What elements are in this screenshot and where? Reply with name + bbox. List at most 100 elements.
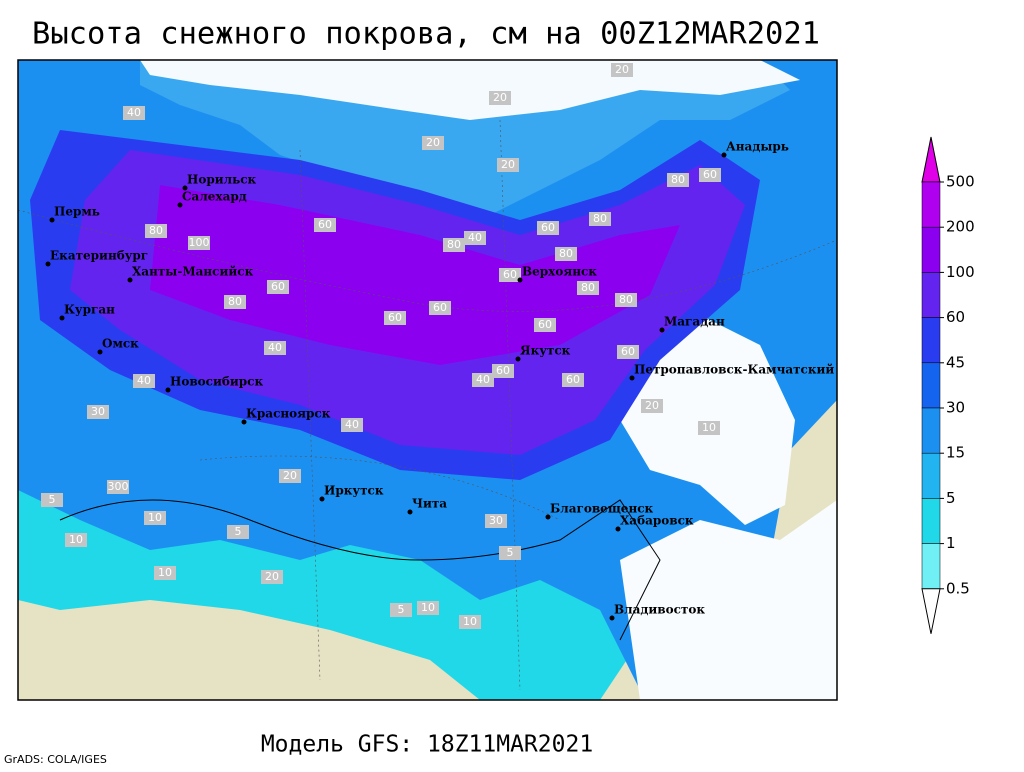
contour-label-box: [667, 173, 689, 187]
city-label: Иркутск: [324, 484, 384, 498]
colorbar-label: 200: [946, 218, 975, 236]
contour-label-box: [472, 373, 494, 387]
city-label: Владивосток: [614, 603, 705, 617]
title: Высота снежного покрова, см на 00Z12MAR2…: [32, 17, 820, 52]
contour-label-box: [107, 480, 129, 494]
contour-label: 30: [489, 514, 503, 527]
contour-label-box: [188, 236, 210, 250]
contour-label-box: [261, 570, 283, 584]
contour-label: 60: [538, 318, 552, 331]
city-marker: [659, 327, 665, 333]
contour-label: 10: [702, 421, 716, 434]
contour-label: 20: [265, 570, 279, 583]
contour-label: 60: [566, 373, 580, 386]
city-label: Красноярск: [246, 407, 331, 421]
contour-label-box: [145, 224, 167, 238]
footer: Модель GFS: 18Z11MAR2021: [261, 732, 593, 758]
contour-label: 60: [318, 218, 332, 231]
city-label: Курган: [64, 303, 115, 317]
contour-label: 100: [189, 236, 210, 249]
colorbar-segment: [921, 362, 941, 409]
city-marker: [517, 277, 523, 283]
contour-label-box: [314, 218, 336, 232]
contour-label: 80: [228, 295, 242, 308]
colorbar-segment: [921, 498, 941, 544]
contour-label-box: [562, 373, 584, 387]
contour-label: 80: [671, 173, 685, 186]
contour-label: 60: [541, 221, 555, 234]
contour-label: 20: [426, 136, 440, 149]
contour-label-box: [429, 301, 451, 315]
city-label: Петропавловск-Камчатский: [634, 363, 834, 377]
contour-label: 20: [283, 469, 297, 482]
contour-label: 20: [615, 63, 629, 76]
contour-label-box: [699, 168, 721, 182]
contour-label: 40: [268, 341, 282, 354]
colorbar-segment: [921, 543, 941, 590]
graticule: [18, 119, 837, 691]
contour-label: 80: [447, 238, 461, 251]
contour-label-box: [264, 341, 286, 355]
contour-label: 40: [137, 374, 151, 387]
city-label: Благовещенск: [550, 502, 654, 516]
city-label: Анадырь: [726, 140, 789, 154]
contour-label: 60: [703, 168, 717, 181]
city-marker: [59, 315, 65, 321]
city-label: Норильск: [187, 173, 257, 187]
contour-label-box: [497, 158, 519, 172]
contour-label-box: [279, 469, 301, 483]
colorbar-label: 30: [946, 399, 965, 417]
city-label: Хабаровск: [620, 514, 694, 528]
city-label: Чита: [412, 497, 447, 511]
contour-label: 5: [398, 603, 405, 616]
contour-label: 20: [493, 91, 507, 104]
contour-label: 20: [501, 158, 515, 171]
colorbar-label: 45: [946, 353, 965, 371]
contour-label-box: [267, 280, 289, 294]
contour-label: 300: [108, 480, 129, 493]
contour-label-box: [87, 405, 109, 419]
contour-label-box: [611, 63, 633, 77]
contour-label: 60: [503, 268, 517, 281]
city-marker: [182, 185, 188, 191]
contour-label: 5: [235, 525, 242, 538]
contour-label: 40: [468, 231, 482, 244]
contour-label: 10: [463, 615, 477, 628]
city-marker: [49, 217, 55, 223]
contour-label-box: [443, 238, 465, 252]
contour-label-box: [589, 212, 611, 226]
city-marker: [97, 349, 103, 355]
colorbar-cap: [921, 136, 941, 183]
city-marker: [609, 615, 615, 621]
contour-label: 80: [619, 293, 633, 306]
colorbar-label: 0.5: [946, 579, 970, 597]
contour-label-box: [617, 345, 639, 359]
city-marker: [407, 509, 413, 515]
contour-label: 10: [148, 511, 162, 524]
contour-label-box: [341, 418, 363, 432]
city-marker: [127, 277, 133, 283]
contour-label: 10: [69, 533, 83, 546]
contour-label: 60: [496, 364, 510, 377]
city-label: Пермь: [54, 205, 100, 219]
contour-label-box: [698, 421, 720, 435]
city-label: Ханты-Мансийск: [132, 265, 254, 279]
contour-label-box: [534, 318, 556, 332]
contour-label-box: [41, 493, 63, 507]
arctic-sea: [140, 60, 790, 215]
contour-label-box: [489, 91, 511, 105]
contour-label: 20: [645, 399, 659, 412]
colorbar-segment: [921, 452, 941, 499]
contour-label-box: [499, 546, 521, 560]
contour-label: 40: [127, 106, 141, 119]
city-marker: [515, 356, 521, 362]
city-marker: [545, 514, 551, 520]
contour-label: 60: [621, 345, 635, 358]
city-marker: [177, 202, 183, 208]
city-label: Якутск: [520, 344, 571, 358]
contour-label-box: [154, 566, 176, 580]
colorbar-label: 100: [946, 263, 975, 281]
city-label: Новосибирск: [170, 375, 263, 389]
city-label: Верхоянск: [522, 265, 597, 279]
contour-label-box: [227, 525, 249, 539]
